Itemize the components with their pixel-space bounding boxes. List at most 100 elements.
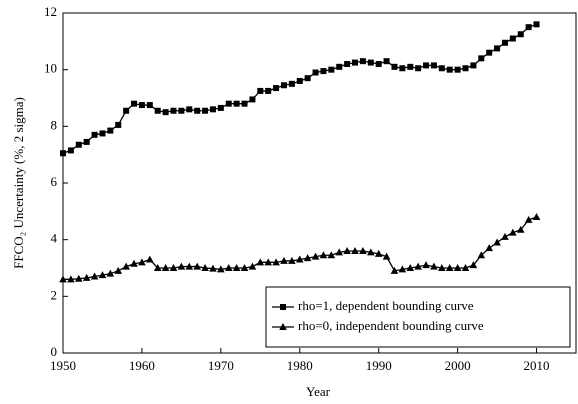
data-point (186, 106, 193, 113)
data-point (319, 251, 328, 259)
data-point (146, 255, 154, 263)
data-point (177, 262, 186, 270)
data-point (178, 107, 185, 114)
data-point (138, 258, 146, 266)
data-point (486, 49, 493, 56)
data-point (60, 150, 66, 157)
data-point (391, 63, 398, 70)
data-point (75, 141, 82, 148)
data-point (374, 249, 383, 257)
data-point (123, 107, 130, 114)
data-point (280, 82, 287, 89)
x-tick-label: 1990 (366, 358, 392, 373)
data-point (256, 258, 265, 266)
data-point (146, 102, 153, 109)
data-point (367, 59, 374, 66)
data-point (525, 24, 532, 31)
data-point (328, 66, 335, 73)
data-point (122, 262, 130, 270)
data-point (288, 256, 296, 264)
data-point (501, 39, 508, 46)
data-point (517, 31, 524, 38)
data-point (406, 264, 415, 271)
legend-label: rho=1, dependent bounding curve (298, 298, 474, 313)
data-point (193, 262, 201, 270)
data-point (209, 264, 217, 272)
data-point (494, 45, 501, 52)
data-point (304, 75, 311, 82)
data-point (461, 264, 470, 271)
data-point (335, 248, 344, 256)
data-point (241, 100, 248, 107)
legend-marker (279, 323, 287, 330)
data-point (343, 247, 351, 254)
y-tick-label: 6 (51, 174, 58, 189)
data-point (423, 62, 430, 69)
data-point (336, 63, 343, 70)
data-point (98, 271, 107, 279)
data-point (82, 273, 91, 281)
data-point (359, 247, 367, 254)
data-point (453, 264, 462, 271)
data-point (106, 269, 115, 277)
data-point (224, 264, 233, 271)
y-tick-label: 10 (44, 61, 57, 76)
data-point (312, 69, 319, 76)
data-point (524, 215, 533, 223)
data-point (233, 100, 240, 107)
y-tick-label: 12 (44, 4, 57, 19)
data-point (509, 228, 517, 236)
data-point (296, 78, 303, 84)
data-point (532, 213, 541, 220)
data-point (201, 264, 209, 271)
data-point (295, 255, 304, 263)
data-point (59, 275, 67, 283)
data-point (390, 266, 399, 274)
data-point (91, 131, 98, 138)
data-point (273, 85, 280, 92)
data-point (257, 87, 264, 94)
data-point (327, 251, 336, 259)
y-tick-label: 2 (51, 287, 58, 302)
x-axis-label: Year (306, 384, 331, 399)
data-point (153, 264, 162, 271)
data-point (194, 107, 201, 114)
data-point (462, 65, 469, 72)
x-tick-label: 1980 (287, 358, 313, 373)
y-tick-label: 4 (51, 231, 58, 246)
x-tick-label: 1960 (129, 358, 155, 373)
data-point (161, 264, 170, 271)
data-point (209, 106, 216, 113)
y-axis-label: FFCO₂ Uncertainty (%, 2 sigma) (11, 97, 26, 269)
data-point (383, 58, 390, 65)
data-point (265, 87, 272, 94)
legend-box (265, 286, 571, 348)
data-point (344, 61, 351, 67)
data-point (217, 104, 224, 111)
data-point (407, 63, 414, 70)
data-point (430, 262, 438, 270)
data-point (367, 248, 375, 256)
data-point (311, 252, 320, 260)
data-point (225, 100, 232, 107)
data-point (138, 102, 145, 109)
data-point (67, 275, 75, 283)
data-point (288, 80, 295, 87)
data-point (107, 127, 114, 134)
data-point (375, 61, 382, 67)
data-point (130, 259, 138, 267)
data-point (114, 266, 123, 274)
data-point (501, 232, 509, 240)
y-tick-label: 0 (51, 344, 58, 359)
data-point (185, 262, 194, 270)
data-point (131, 100, 138, 107)
data-point (485, 244, 493, 252)
data-point (382, 252, 391, 260)
data-point (470, 62, 477, 69)
x-tick-label: 2000 (445, 358, 471, 373)
data-point (438, 65, 445, 72)
data-point (67, 147, 74, 154)
data-point (162, 109, 169, 116)
data-point (478, 55, 485, 62)
